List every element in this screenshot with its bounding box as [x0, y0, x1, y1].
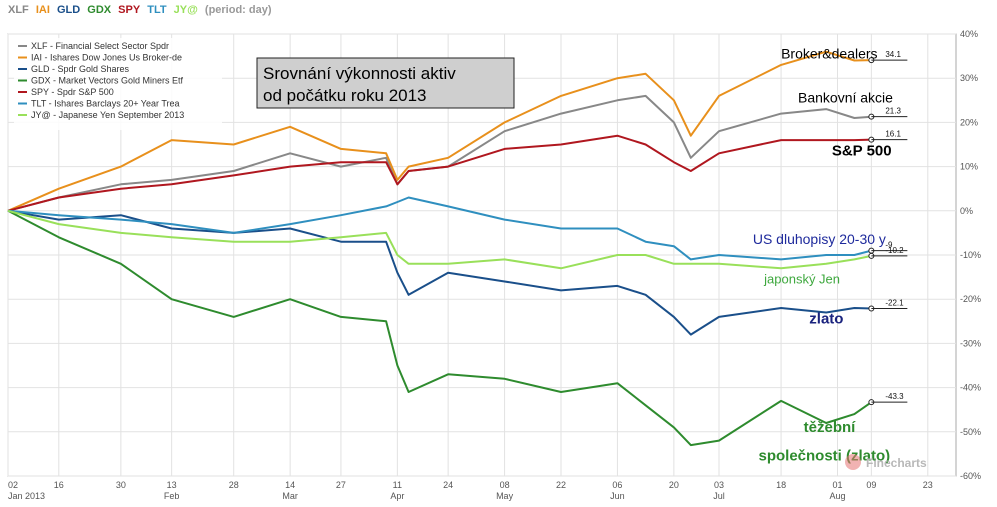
annotation-label: Broker&dealers: [781, 45, 878, 61]
x-tick-day: 06: [612, 480, 622, 490]
end-label: -10.2: [885, 246, 904, 255]
x-tick-day: 14: [285, 480, 295, 490]
series-line-3: [7, 209, 872, 447]
period-label: (period: day): [204, 4, 272, 16]
x-tick-month: Mar: [282, 491, 298, 501]
x-tick-day: 13: [167, 480, 177, 490]
y-tick-label: 10%: [960, 162, 978, 172]
watermark: Finecharts: [845, 454, 927, 470]
annotations: Broker&dealers Bankovní akcie S&P 500 US dl…: [753, 45, 893, 464]
y-tick-label: 0%: [960, 206, 973, 216]
x-tick-month: Jun: [610, 491, 625, 501]
end-label: 16.1: [885, 130, 901, 139]
x-tick-day: 20: [669, 480, 679, 490]
end-label: -43.3: [885, 392, 904, 401]
title-box: Srovnání výkonnosti aktiv od počátku rok…: [256, 57, 515, 109]
title-line-2: od počátku roku 2013: [263, 86, 427, 105]
y-tick-label: -40%: [960, 383, 981, 393]
annotation-label: zlato: [809, 311, 843, 328]
x-tick-day: 01: [832, 480, 842, 490]
x-tick-day: 22: [556, 480, 566, 490]
ticker-iai[interactable]: IAI: [35, 4, 50, 16]
title-box-frame: [256, 57, 515, 109]
x-tick-day: 28: [229, 480, 239, 490]
series-line-6: [7, 209, 872, 270]
ticker-gdx[interactable]: GDX: [87, 4, 112, 16]
series-lines: [7, 50, 872, 447]
legend: XLF - Financial Select Sector Spdr IAI - …: [14, 38, 222, 130]
y-tick-label: 20%: [960, 117, 978, 127]
x-tick-day: 02: [8, 480, 18, 490]
legend-item: XLF - Financial Select Sector Spdr: [31, 41, 169, 51]
y-axis: 40% 30% 20% 10% 0% -10% -20% -30% -40% -50% -60%: [960, 29, 981, 481]
legend-item: IAI - Ishares Dow Jones Us Broker-de: [31, 53, 182, 63]
x-tick-day: 23: [923, 480, 933, 490]
x-tick-month: Apr: [390, 491, 404, 501]
x-tick-day: 03: [714, 480, 724, 490]
end-label: -22.1: [885, 298, 904, 307]
end-label: -9: [885, 241, 893, 250]
annotation-label: Bankovní akcie: [798, 90, 893, 106]
legend-item: JY@ - Japanese Yen September 2013: [31, 110, 184, 120]
x-tick-month: Feb: [164, 491, 180, 501]
x-tick-day: 08: [500, 480, 510, 490]
ticker-tlt[interactable]: TLT: [147, 4, 167, 16]
series-line-4: [7, 134, 872, 212]
x-tick-month: Jul: [713, 491, 725, 501]
series-line-1: [7, 50, 872, 212]
x-tick-day: 11: [393, 480, 402, 490]
legend-item: TLT - Ishares Barclays 20+ Year Trea: [31, 99, 180, 109]
y-tick-label: -50%: [960, 427, 981, 437]
legend-box: [14, 38, 222, 130]
ticker-xlf[interactable]: XLF: [8, 4, 29, 16]
x-tick-month: Aug: [829, 491, 845, 501]
x-tick-month: May: [496, 491, 514, 501]
ticker-jy[interactable]: JY@: [173, 4, 198, 16]
title-line-1: Srovnání výkonnosti aktiv: [263, 64, 456, 83]
end-label: 34.1: [885, 50, 901, 59]
annotation-label: S&P 500: [832, 143, 892, 160]
watermark-text: Finecharts: [866, 456, 927, 470]
x-tick-month: Jan 2013: [8, 491, 45, 501]
ticker-gld[interactable]: GLD: [56, 4, 81, 16]
finecharts-logo-icon: [845, 454, 861, 470]
y-tick-label: -10%: [960, 250, 981, 260]
x-tick-day: 18: [776, 480, 786, 490]
legend-item: GDX - Market Vectors Gold Miners Etf: [31, 76, 184, 86]
x-tick-day: 16: [54, 480, 64, 490]
annotation-label: těžební: [804, 419, 857, 436]
annotation-label: japonský Jen: [763, 272, 840, 287]
x-tick-day: 09: [866, 480, 876, 490]
y-tick-label: -20%: [960, 294, 981, 304]
series-line-5: [7, 196, 872, 261]
end-labels: 21.3 34.1 -22.1 -43.3 16.1 -9-10.2: [868, 50, 908, 406]
x-tick-day: 24: [443, 480, 453, 490]
legend-item: GLD - Spdr Gold Shares: [31, 64, 130, 74]
ticker-spy[interactable]: SPY: [118, 4, 141, 16]
x-tick-day: 30: [116, 480, 126, 490]
x-tick-day: 27: [336, 480, 346, 490]
end-label: 21.3: [885, 107, 901, 116]
series-line-2: [7, 209, 872, 336]
y-tick-label: -60%: [960, 471, 981, 481]
legend-item: SPY - Spdr S&P 500: [31, 87, 114, 97]
y-tick-label: 30%: [960, 73, 978, 83]
series-line-0: [7, 94, 872, 212]
annotation-label: US dluhopisy 20-30 y: [753, 231, 886, 247]
y-tick-label: -30%: [960, 338, 981, 348]
y-tick-label: 40%: [960, 29, 978, 39]
ticker-bar: XLF IAI GLD GDX SPY TLT JY@ (period: day…: [8, 4, 276, 16]
